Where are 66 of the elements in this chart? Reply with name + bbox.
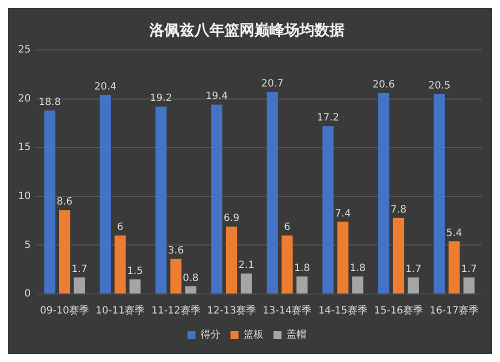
x-tick-label: 12-13赛季 xyxy=(207,304,256,317)
bar xyxy=(434,94,445,294)
chart-title: 洛佩兹八年篮网巅峰场均数据 xyxy=(148,20,344,39)
data-label: 17.2 xyxy=(316,112,340,124)
bar xyxy=(378,92,390,294)
bar xyxy=(170,258,182,294)
x-tick-label: 10-11赛季 xyxy=(96,304,145,317)
data-label: 19.4 xyxy=(206,91,228,102)
data-label: 20.5 xyxy=(428,80,450,92)
y-tick-label: 5 xyxy=(24,240,31,251)
data-label: 0.8 xyxy=(182,272,199,284)
data-label: 1.8 xyxy=(294,263,310,274)
data-label: 1.5 xyxy=(127,266,144,277)
bar xyxy=(240,274,252,294)
bar xyxy=(155,106,167,294)
bar xyxy=(114,235,126,294)
legend-label: 得分 xyxy=(200,328,220,341)
data-label: 5.4 xyxy=(446,228,462,239)
bar xyxy=(322,126,334,294)
bar xyxy=(58,210,70,294)
data-label: 6 xyxy=(117,222,124,234)
bar xyxy=(337,222,348,294)
bar xyxy=(463,277,475,294)
bar xyxy=(392,218,404,294)
data-label: 19.2 xyxy=(150,93,172,104)
bar xyxy=(448,241,460,294)
data-label: 8.6 xyxy=(56,196,73,208)
bar xyxy=(100,94,111,294)
bar xyxy=(296,276,308,294)
y-tick-label: 10 xyxy=(18,190,31,202)
x-tick-label: 16-17赛季 xyxy=(430,304,479,317)
legend-label: 篮板 xyxy=(244,328,264,341)
y-tick-label: 15 xyxy=(18,142,31,154)
x-tick-label: 14-15赛季 xyxy=(318,304,368,317)
bar xyxy=(74,277,85,294)
data-label: 6 xyxy=(284,222,290,234)
bar xyxy=(185,286,196,294)
data-label: 20.4 xyxy=(94,81,117,92)
data-label: 1.7 xyxy=(71,264,88,275)
data-label: 1.7 xyxy=(461,264,477,275)
data-label: 20.6 xyxy=(372,80,395,91)
data-label: 7.8 xyxy=(390,204,406,216)
y-tick-label: 20 xyxy=(18,93,31,104)
bar xyxy=(129,279,141,294)
y-tick-label: 25 xyxy=(18,44,31,56)
x-tick-label: 13-14赛季 xyxy=(262,304,312,317)
x-tick-label: 15-16赛季 xyxy=(374,304,424,317)
bar xyxy=(352,276,364,294)
legend-label: 盖帽 xyxy=(286,328,306,341)
data-label: 2.1 xyxy=(238,260,254,272)
bar xyxy=(44,110,56,294)
data-label: 1.8 xyxy=(350,263,366,274)
data-label: 20.7 xyxy=(261,78,284,90)
data-label: 1.7 xyxy=(405,264,422,275)
bar xyxy=(282,235,293,294)
data-label: 7.4 xyxy=(334,208,351,220)
y-tick-label: 0 xyxy=(24,288,31,300)
x-tick-label: 11-12赛季 xyxy=(151,304,200,317)
data-label: 3.6 xyxy=(168,245,184,256)
bar xyxy=(226,226,238,294)
bar xyxy=(211,104,222,294)
data-label: 18.8 xyxy=(38,97,61,108)
data-label: 6.9 xyxy=(224,213,240,224)
bar xyxy=(266,92,278,294)
x-tick-label: 09-10赛季 xyxy=(40,304,90,317)
bar xyxy=(408,277,419,294)
